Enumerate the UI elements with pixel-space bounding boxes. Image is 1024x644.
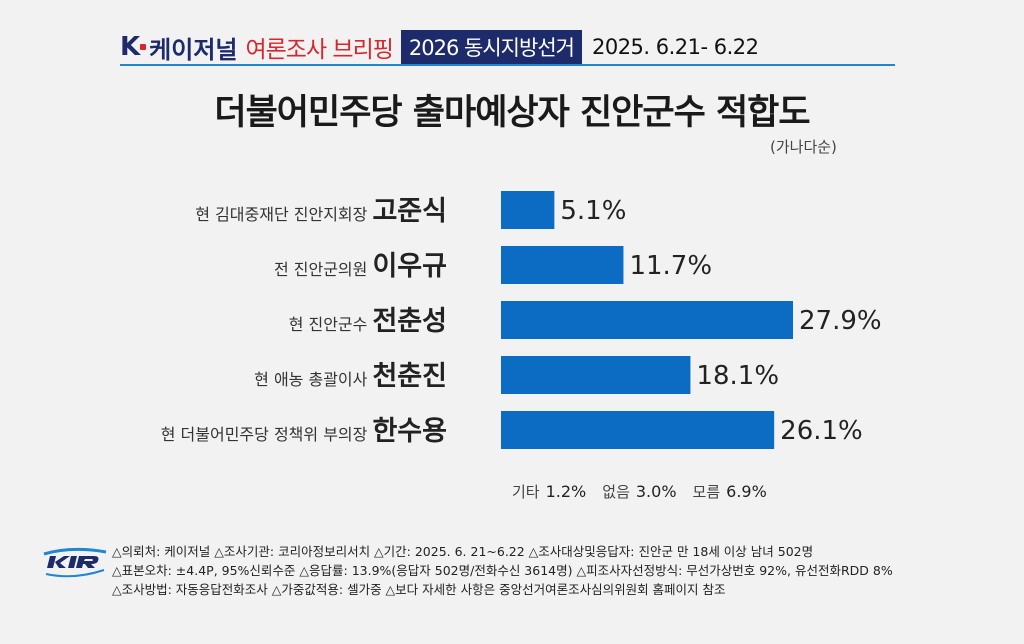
logo-k: K bbox=[120, 32, 140, 62]
value-label-4: 18.1% bbox=[696, 361, 779, 391]
other-label: 기타 bbox=[512, 483, 540, 501]
other-item: 기타 1.2% bbox=[512, 481, 586, 502]
other-label: 모름 bbox=[692, 483, 721, 501]
kir-logo-icon bbox=[43, 547, 107, 578]
brief-label: 여론조사 브리핑 bbox=[245, 37, 393, 63]
category-prefix: 현 진안군수 bbox=[289, 315, 373, 334]
category-prefix: 현 김대중재단 진안지회장 bbox=[195, 205, 372, 224]
others-row: 기타 1.2% 없음 3.0% 모름 6.9% bbox=[512, 481, 767, 502]
category-label-5: 현 더불어민주당 정책위 부의장 한수용 bbox=[161, 416, 447, 447]
kjournal-logo: K 케이저널 bbox=[120, 30, 237, 65]
bar-2 bbox=[501, 246, 624, 284]
bar-3 bbox=[501, 301, 793, 339]
note-line: △표본오차: ±4.4P, 95%신뢰수준 △응답률: 13.9%(응답자 50… bbox=[112, 563, 893, 578]
value-label-1: 5.1% bbox=[560, 196, 626, 226]
chart-title: 더불어민주당 출마예상자 진안군수 적합도 bbox=[214, 93, 810, 133]
header: K 케이저널 여론조사 브리핑 2026 동시지방선거 2025. 6.21- … bbox=[120, 30, 890, 64]
category-label-1: 현 김대중재단 진안지회장 고준식 bbox=[195, 196, 447, 227]
value-label-2: 11.7% bbox=[629, 251, 712, 281]
category-prefix: 전 진안군의원 bbox=[274, 260, 373, 279]
category-label-2: 전 진안군의원 이우규 bbox=[274, 251, 447, 282]
bar-1 bbox=[501, 191, 555, 229]
category-prefix: 현 더불어민주당 정책위 부의장 bbox=[161, 425, 373, 444]
survey-notes: △의뢰처: 케이저널 △조사기관: 코리아정보리서치 △기간: 2025. 6.… bbox=[112, 542, 893, 599]
category-label-4: 현 애농 총괄이사 천춘진 bbox=[254, 361, 447, 392]
candidate-name: 한수용 bbox=[372, 416, 447, 447]
candidate-name: 전춘성 bbox=[372, 306, 447, 337]
category-label-3: 현 진안군수 전춘성 bbox=[289, 306, 447, 337]
value-label-3: 27.9% bbox=[799, 306, 882, 336]
other-item: 없음 3.0% bbox=[602, 481, 676, 502]
note-line: △조사방법: 자동응답전화조사 △가중값적용: 셀가중 △보다 자세한 사항은 … bbox=[112, 582, 726, 597]
other-value: 1.2% bbox=[545, 482, 587, 501]
other-item: 모름 6.9% bbox=[693, 481, 767, 502]
bar-4 bbox=[501, 356, 691, 394]
candidate-name: 이우규 bbox=[372, 251, 447, 282]
other-value: 3.0% bbox=[635, 482, 677, 501]
candidate-name: 천춘진 bbox=[372, 361, 447, 392]
header-divider bbox=[120, 64, 895, 66]
sort-note: (가나다순) bbox=[770, 138, 837, 156]
other-label: 없음 bbox=[602, 483, 630, 501]
category-prefix: 현 애농 총괄이사 bbox=[254, 370, 372, 389]
bar-5 bbox=[501, 411, 775, 449]
election-label: 2026 동시지방선거 bbox=[400, 30, 582, 64]
value-label-5: 26.1% bbox=[780, 416, 863, 446]
other-value: 6.9% bbox=[726, 482, 767, 501]
survey-period: 2025. 6.21- 6.22 bbox=[591, 35, 759, 59]
logo-dot-icon bbox=[140, 44, 147, 50]
note-line: △의뢰처: 케이저널 △조사기관: 코리아정보리서치 △기간: 2025. 6.… bbox=[112, 544, 814, 559]
logo-name: 케이저널 bbox=[149, 35, 238, 64]
bar-chart: 5.1% 현 김대중재단 진안지회장 고준식 11.7% 전 진안군의원 이우규 27.… bbox=[161, 191, 882, 449]
candidate-name: 고준식 bbox=[372, 196, 447, 227]
